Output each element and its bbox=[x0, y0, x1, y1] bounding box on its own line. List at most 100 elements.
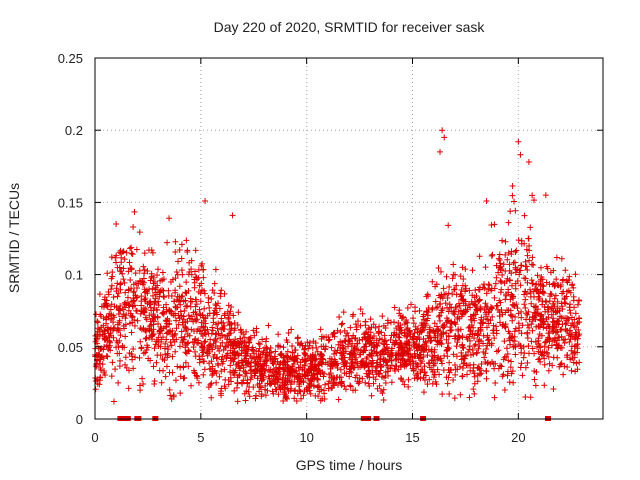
data-point bbox=[452, 366, 459, 373]
data-point bbox=[149, 331, 156, 338]
data-point bbox=[209, 346, 216, 353]
data-point bbox=[547, 293, 554, 300]
data-point bbox=[277, 351, 284, 358]
data-point bbox=[372, 376, 379, 383]
data-point bbox=[223, 355, 230, 362]
data-point bbox=[377, 363, 384, 370]
data-point bbox=[545, 353, 552, 360]
data-point bbox=[284, 385, 291, 392]
data-point bbox=[310, 383, 317, 390]
data-point bbox=[256, 354, 263, 361]
data-point bbox=[489, 305, 496, 312]
data-point bbox=[484, 360, 491, 367]
data-point bbox=[562, 267, 569, 274]
data-point bbox=[140, 263, 147, 270]
data-point bbox=[219, 339, 226, 346]
data-point bbox=[521, 288, 528, 295]
data-point bbox=[553, 320, 560, 327]
data-point bbox=[380, 340, 387, 347]
data-point bbox=[188, 326, 195, 333]
data-point bbox=[372, 324, 379, 331]
data-point bbox=[136, 382, 143, 389]
data-point bbox=[127, 277, 134, 284]
data-point bbox=[573, 342, 580, 349]
data-point bbox=[362, 379, 369, 386]
data-point bbox=[261, 367, 268, 374]
data-point bbox=[139, 278, 146, 285]
data-point bbox=[405, 383, 412, 390]
data-point bbox=[543, 349, 550, 356]
data-point bbox=[213, 379, 220, 386]
data-point bbox=[187, 303, 194, 310]
data-point bbox=[407, 333, 414, 340]
data-point bbox=[104, 353, 111, 360]
data-point bbox=[347, 383, 354, 390]
data-point bbox=[222, 343, 229, 350]
data-point bbox=[205, 384, 212, 391]
data-point bbox=[259, 377, 266, 384]
data-point bbox=[249, 344, 256, 351]
data-point bbox=[122, 354, 129, 361]
data-point bbox=[385, 365, 392, 372]
data-point bbox=[218, 368, 225, 375]
data-point bbox=[284, 365, 291, 372]
data-point bbox=[435, 353, 442, 360]
data-point bbox=[138, 302, 145, 309]
data-point bbox=[352, 350, 359, 357]
data-point bbox=[317, 326, 324, 333]
data-point bbox=[521, 291, 528, 298]
data-point bbox=[259, 336, 266, 343]
data-point bbox=[339, 345, 346, 352]
peak-point bbox=[542, 192, 549, 199]
data-point bbox=[101, 335, 108, 342]
data-point bbox=[172, 238, 179, 245]
data-point bbox=[525, 343, 532, 350]
data-point bbox=[331, 380, 338, 387]
data-point bbox=[457, 273, 464, 280]
data-point bbox=[289, 349, 296, 356]
data-point bbox=[444, 304, 451, 311]
data-point bbox=[531, 376, 538, 383]
data-point bbox=[511, 342, 518, 349]
data-point bbox=[380, 386, 387, 393]
data-point bbox=[201, 305, 208, 312]
data-point bbox=[228, 357, 235, 364]
data-point bbox=[429, 353, 436, 360]
data-point bbox=[509, 313, 516, 320]
data-point bbox=[419, 358, 426, 365]
data-point bbox=[239, 347, 246, 354]
data-point bbox=[227, 347, 234, 354]
data-point bbox=[499, 311, 506, 318]
data-point bbox=[431, 320, 438, 327]
data-point bbox=[512, 249, 519, 256]
data-point bbox=[168, 293, 175, 300]
data-point bbox=[192, 296, 199, 303]
data-point bbox=[219, 331, 226, 338]
data-point bbox=[321, 346, 328, 353]
data-point bbox=[199, 286, 206, 293]
data-point bbox=[551, 295, 558, 302]
data-point bbox=[387, 319, 394, 326]
data-point bbox=[196, 306, 203, 313]
data-point bbox=[546, 335, 553, 342]
data-point bbox=[312, 339, 319, 346]
data-point bbox=[160, 311, 167, 318]
data-point bbox=[548, 311, 555, 318]
data-point bbox=[499, 322, 506, 329]
data-point bbox=[562, 336, 569, 343]
data-point bbox=[272, 348, 279, 355]
data-point bbox=[129, 353, 136, 360]
data-point bbox=[201, 290, 208, 297]
data-point bbox=[108, 286, 115, 293]
data-point bbox=[234, 338, 241, 345]
data-point bbox=[173, 317, 180, 324]
data-point bbox=[355, 318, 362, 325]
data-point bbox=[471, 370, 478, 377]
data-point bbox=[522, 393, 529, 400]
data-point bbox=[102, 294, 109, 301]
data-point bbox=[219, 353, 226, 360]
data-point bbox=[235, 309, 242, 316]
data-point bbox=[176, 283, 183, 290]
data-point bbox=[533, 323, 540, 330]
